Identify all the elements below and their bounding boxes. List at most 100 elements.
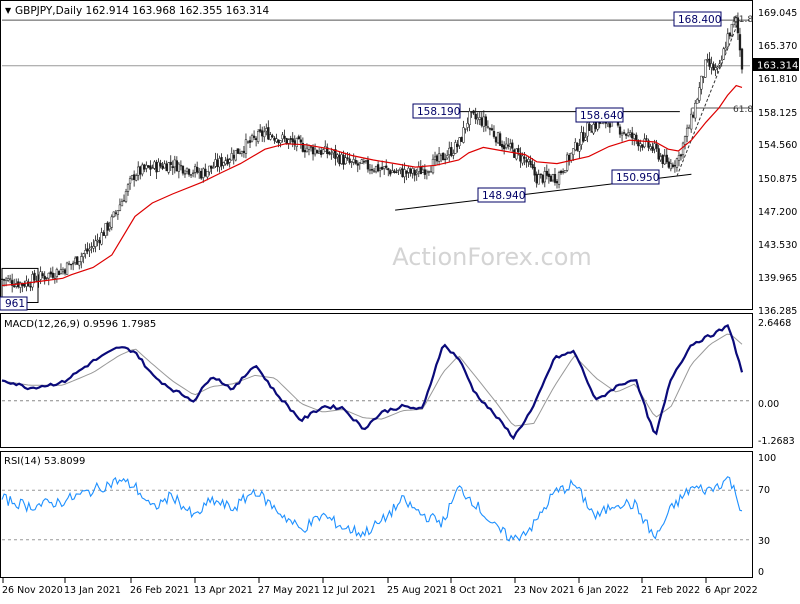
candle-down <box>460 137 463 142</box>
candle-down <box>354 159 357 164</box>
macd-layer <box>1 324 750 441</box>
candle-up <box>726 33 729 48</box>
candle-up <box>198 170 201 173</box>
candle-up <box>399 167 402 171</box>
candle-down <box>273 137 276 141</box>
candle-up <box>352 159 355 163</box>
candle-down <box>740 48 744 70</box>
candle-down <box>98 240 101 244</box>
candle-down <box>525 159 528 163</box>
candle-down <box>494 136 498 143</box>
candle-down <box>594 122 597 129</box>
candle-up <box>214 159 217 167</box>
candle-down <box>419 166 422 175</box>
candle-up <box>65 262 69 275</box>
candle-up <box>6 278 10 281</box>
annotation-168-400: 168.400 <box>673 11 722 27</box>
candle-down <box>149 165 152 170</box>
candle-up <box>336 154 339 158</box>
candle-up <box>732 21 736 26</box>
candle-up <box>157 161 160 172</box>
candle-down <box>106 222 109 231</box>
candle-down <box>545 170 548 176</box>
candle-up <box>685 127 689 137</box>
candle-up <box>683 136 687 145</box>
candle-down <box>549 175 553 182</box>
candle-down <box>661 154 664 164</box>
price-panel-frame <box>0 0 753 310</box>
candle-up <box>397 169 400 172</box>
candle-up <box>720 59 723 64</box>
candle-down <box>488 128 492 130</box>
candle-up <box>476 117 479 121</box>
candle-down <box>122 200 126 202</box>
collapse-arrow-icon[interactable]: ▼ <box>5 6 12 15</box>
candle-down <box>498 133 502 146</box>
candle-down <box>242 150 246 153</box>
rsi-layer <box>1 476 750 542</box>
candle-down <box>338 154 341 165</box>
candle-up <box>124 191 128 202</box>
candle-down <box>285 138 288 145</box>
candle-up <box>31 274 34 288</box>
rsi-panel-title: RSI(14) 53.8099 <box>4 456 85 467</box>
candle-up <box>403 169 406 178</box>
chart-header-title: GBPJPY,Daily 162.914 163.968 162.355 163… <box>15 5 270 17</box>
candle-down <box>301 142 305 152</box>
candle-up <box>39 271 42 280</box>
candle-down <box>401 168 404 178</box>
macd-panel-title: MACD(12,26,9) 0.9596 1.7985 <box>4 319 156 330</box>
candle-down <box>423 169 427 175</box>
candle-up <box>730 23 733 36</box>
price-layer <box>0 12 750 303</box>
candle-up <box>537 174 540 185</box>
candle-down <box>576 143 579 151</box>
candle-up <box>543 171 546 183</box>
candle-down <box>484 116 487 126</box>
candle-down <box>667 161 670 168</box>
candle-down <box>541 174 544 183</box>
fib-label-top: 61.8 <box>733 15 753 25</box>
candle-up <box>464 128 467 130</box>
candle-up <box>183 173 187 175</box>
candlesticks <box>0 12 744 294</box>
macd-y-tick: 2.6468 <box>758 318 791 329</box>
candle-up <box>421 169 424 173</box>
candle-up <box>193 166 197 173</box>
candle-down <box>712 64 715 71</box>
candle-down <box>657 148 660 160</box>
candle-up <box>722 48 725 60</box>
candle-down <box>45 277 48 279</box>
candle-up <box>718 63 721 66</box>
candle-down <box>297 136 300 140</box>
candle-down <box>553 174 557 183</box>
candle-down <box>204 168 207 177</box>
price-y-axis: 169.045 165.370 161.810 158.125 154.560 … <box>758 8 797 317</box>
candle-up <box>67 263 71 265</box>
candle-down <box>673 165 677 167</box>
candle-up <box>167 162 170 173</box>
candle-down <box>259 129 262 132</box>
x-tick-label: 23 Nov 2021 <box>514 585 575 596</box>
candle-down <box>63 269 67 274</box>
candle-down <box>102 232 105 236</box>
candle-up <box>570 152 573 161</box>
candle-down <box>395 171 398 173</box>
x-tick-label: 12 Jul 2021 <box>322 585 376 596</box>
candle-down <box>692 114 695 118</box>
candle-up <box>244 139 248 154</box>
price-y-tick: 161.810 <box>758 74 797 85</box>
candle-down <box>348 158 351 163</box>
annotation-158-640: 158.640 <box>575 107 624 123</box>
candle-down <box>334 149 337 159</box>
candle-up <box>521 155 524 164</box>
candle-up <box>584 137 587 141</box>
candle-down <box>738 34 742 51</box>
x-tick-label: 27 May 2021 <box>258 585 320 596</box>
candle-down <box>631 132 634 139</box>
candle-down <box>651 146 654 151</box>
candle-up <box>653 143 656 150</box>
candle-up <box>269 134 272 140</box>
candle-up <box>466 123 469 128</box>
